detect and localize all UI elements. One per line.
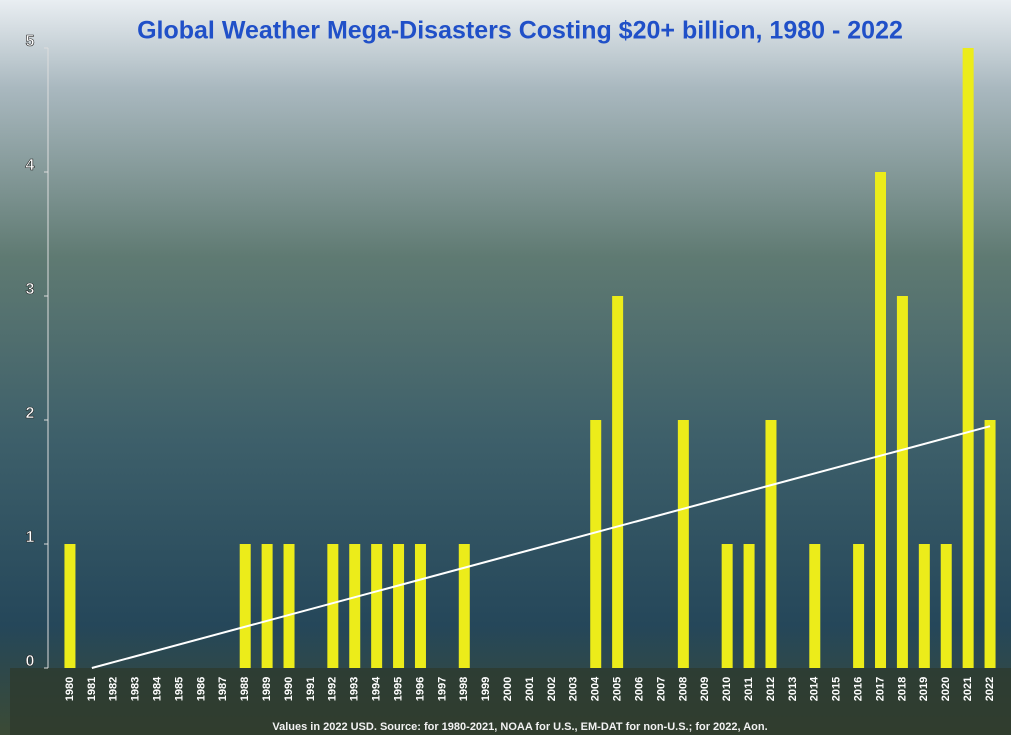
x-tick-label: 1996	[414, 677, 426, 701]
x-tick-label: 2012	[765, 677, 777, 701]
x-tick-label: 2006	[633, 677, 645, 701]
bar	[612, 296, 624, 668]
x-tick-label: 1997	[436, 677, 448, 701]
bar	[327, 544, 339, 668]
bar	[239, 544, 251, 668]
x-tick-label: 1998	[458, 677, 470, 701]
y-tick-label: 0	[26, 653, 35, 670]
bar	[962, 48, 974, 668]
x-tick-label: 2014	[809, 676, 821, 701]
y-tick-label: 4	[26, 157, 35, 174]
bar	[283, 544, 295, 668]
bar	[875, 172, 887, 668]
chart-title: Global Weather Mega-Disasters Costing $2…	[137, 17, 903, 45]
bar	[414, 544, 426, 668]
x-tick-label: 2019	[918, 677, 930, 701]
x-tick-label: 2009	[699, 677, 711, 701]
y-tick-label: 1	[26, 529, 35, 546]
x-tick-label: 2015	[831, 677, 843, 701]
x-tick-label: 1999	[480, 677, 492, 701]
bar	[721, 544, 733, 668]
bar	[743, 544, 755, 668]
x-tick-label: 1991	[305, 677, 317, 701]
bar	[765, 420, 777, 668]
x-tick-label: 2013	[787, 677, 799, 701]
x-tick-label: 1992	[327, 677, 339, 701]
x-tick-label: 2001	[524, 677, 536, 701]
x-tick-label: 2000	[502, 677, 514, 701]
x-tick-label: 1986	[195, 677, 207, 701]
bar	[349, 544, 361, 668]
x-tick-label: 2007	[655, 677, 667, 701]
x-tick-label: 2017	[874, 677, 886, 701]
x-tick-label: 1990	[283, 677, 295, 701]
bar	[458, 544, 470, 668]
x-tick-label: 2003	[568, 677, 580, 701]
x-tick-label: 1995	[392, 677, 404, 701]
x-tick-label: 2022	[984, 677, 996, 701]
x-tick-label: 2011	[743, 677, 755, 701]
y-tick-label: 5	[26, 33, 35, 50]
bar	[261, 544, 273, 668]
x-tick-label: 2016	[853, 677, 865, 701]
bar	[984, 420, 996, 668]
x-tick-label: 1989	[261, 677, 273, 701]
x-tick-label: 2021	[962, 677, 974, 701]
bar	[809, 544, 821, 668]
x-tick-label: 2020	[940, 677, 952, 701]
x-tick-label: 1993	[349, 677, 361, 701]
trend-line	[91, 425, 991, 669]
bar	[853, 544, 865, 668]
bar	[371, 544, 383, 668]
source-note: Values in 2022 USD. Source: for 1980-202…	[272, 721, 767, 733]
x-tick-label: 1983	[130, 677, 142, 701]
x-tick-label: 2018	[896, 677, 908, 701]
x-tick-label: 2008	[677, 677, 689, 701]
y-tick-label: 2	[26, 405, 35, 422]
x-tick-label: 2010	[721, 677, 733, 701]
x-tick-label: 1985	[173, 677, 185, 701]
bar	[896, 296, 908, 668]
bar	[940, 544, 952, 668]
x-tick-label: 2002	[546, 677, 558, 701]
x-tick-label: 1987	[217, 677, 229, 701]
bar	[590, 420, 602, 668]
x-tick-label: 1984	[151, 676, 163, 701]
x-tick-label: 2004	[590, 676, 602, 701]
x-tick-label: 1980	[64, 677, 76, 701]
bar	[393, 544, 405, 668]
x-tick-label: 1988	[239, 677, 251, 701]
bar	[677, 420, 689, 668]
bar	[918, 544, 930, 668]
x-tick-label: 1994	[371, 676, 383, 701]
x-tick-label: 2005	[612, 677, 624, 701]
x-tick-label: 1981	[86, 677, 98, 701]
x-tick-label: 1982	[108, 677, 120, 701]
y-tick-label: 3	[26, 281, 35, 298]
x-axis-strip	[10, 668, 1011, 735]
bar	[64, 544, 76, 668]
